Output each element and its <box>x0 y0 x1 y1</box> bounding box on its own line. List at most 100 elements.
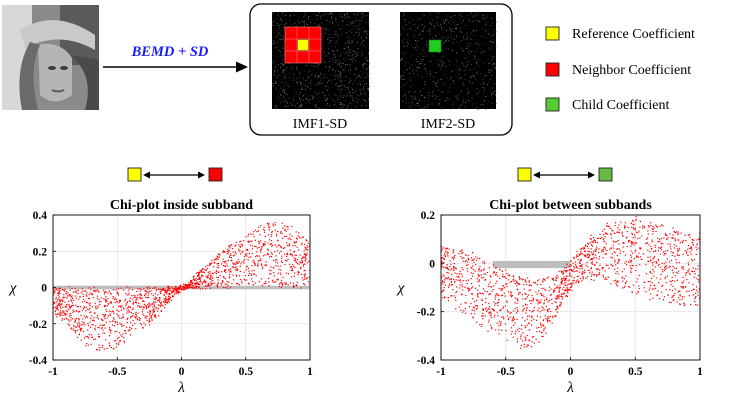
scatter-point <box>516 302 518 304</box>
scatter-point <box>201 282 203 284</box>
scatter-point <box>441 262 443 264</box>
scatter-point <box>193 285 195 287</box>
scatter-point <box>147 288 149 290</box>
texture-speck <box>407 52 409 53</box>
scatter-point <box>688 295 690 297</box>
texture-speck <box>300 106 302 107</box>
scatter-point <box>151 315 153 317</box>
scatter-point <box>450 284 453 286</box>
scatter-point <box>674 255 676 257</box>
texture-speck <box>415 47 416 49</box>
texture-speck <box>453 80 454 81</box>
scatter-point <box>459 279 461 281</box>
scatter-point <box>257 263 259 265</box>
scatter-point <box>548 290 550 292</box>
scatter-point <box>110 347 112 349</box>
scatter-point <box>519 292 521 294</box>
scatter-point <box>187 286 189 288</box>
scatter-point <box>689 247 691 250</box>
texture-speck <box>425 52 426 54</box>
scatter-point <box>524 346 526 348</box>
scatter-point <box>590 248 592 250</box>
texture-speck <box>335 75 337 77</box>
scatter-point <box>563 286 565 288</box>
texture-speck <box>445 37 446 39</box>
texture-speck <box>400 34 402 36</box>
scatter-point <box>477 281 479 283</box>
scatter-point <box>626 245 628 247</box>
scatter-point <box>108 342 110 344</box>
texture-speck <box>340 27 342 29</box>
scatter-point <box>116 291 119 293</box>
scatter-point <box>95 325 97 327</box>
scatter-point <box>147 304 149 306</box>
scatter-point <box>488 319 490 321</box>
scatter-point <box>582 271 584 273</box>
scatter-point <box>106 305 109 307</box>
scatter-point <box>126 312 128 314</box>
scatter-point <box>626 231 628 233</box>
texture-speck <box>485 108 487 110</box>
scatter-point <box>100 297 102 299</box>
scatter-point <box>467 287 469 289</box>
scatter-point <box>547 310 549 313</box>
texture-speck <box>488 47 490 49</box>
scatter-point <box>280 246 282 248</box>
scatter-point <box>652 225 654 228</box>
scatter-point <box>77 305 79 308</box>
scatter-point <box>513 324 515 326</box>
scatter-point <box>576 251 578 253</box>
scatter-point <box>195 282 197 284</box>
texture-speck <box>467 18 469 20</box>
scatter-point <box>168 301 170 303</box>
texture-speck <box>404 13 405 15</box>
scatter-point <box>510 333 512 335</box>
texture-speck <box>336 60 338 61</box>
texture-speck <box>353 83 355 84</box>
legend-item-neighbor: Neighbor Coefficient <box>545 62 691 78</box>
scatter-point <box>531 317 533 319</box>
scatter-point <box>536 293 538 295</box>
scatter-point <box>223 287 225 289</box>
scatter-point <box>70 328 72 330</box>
scatter-point <box>199 271 201 273</box>
scatter-point <box>588 256 590 258</box>
texture-speck <box>353 100 355 102</box>
scatter-point <box>665 282 667 284</box>
scatter-point <box>465 302 467 304</box>
scatter-point <box>294 254 296 256</box>
scatter-point <box>255 275 257 277</box>
texture-speck <box>320 73 322 75</box>
scatter-point <box>482 315 484 317</box>
scatter-point <box>55 298 57 300</box>
scatter-point <box>286 255 288 258</box>
texture-speck <box>298 22 300 24</box>
scatter-point <box>676 253 678 255</box>
texture-speck <box>349 59 351 61</box>
scatter-point <box>569 272 571 274</box>
texture-speck <box>340 13 342 15</box>
texture-speck <box>356 93 358 95</box>
scatter-point <box>597 237 599 239</box>
texture-speck <box>350 87 352 89</box>
scatter-point <box>455 279 457 281</box>
scatter-point <box>581 274 583 276</box>
texture-speck <box>347 47 349 49</box>
texture-speck <box>280 35 282 37</box>
texture-speck <box>352 83 354 85</box>
scatter-point <box>54 289 56 291</box>
scatter-point <box>547 315 549 317</box>
scatter-point <box>228 281 230 283</box>
texture-speck <box>444 73 446 75</box>
scatter-point <box>639 226 641 228</box>
scatter-point <box>631 252 634 254</box>
scatter-point <box>635 219 637 221</box>
scatter-point <box>546 310 548 312</box>
scatter-point <box>205 265 207 268</box>
scatter-point <box>617 281 619 283</box>
texture-speck <box>344 48 346 49</box>
scatter-point <box>661 269 664 271</box>
scatter-point <box>632 242 634 244</box>
scatter-point <box>116 330 118 332</box>
texture-speck <box>356 42 358 44</box>
